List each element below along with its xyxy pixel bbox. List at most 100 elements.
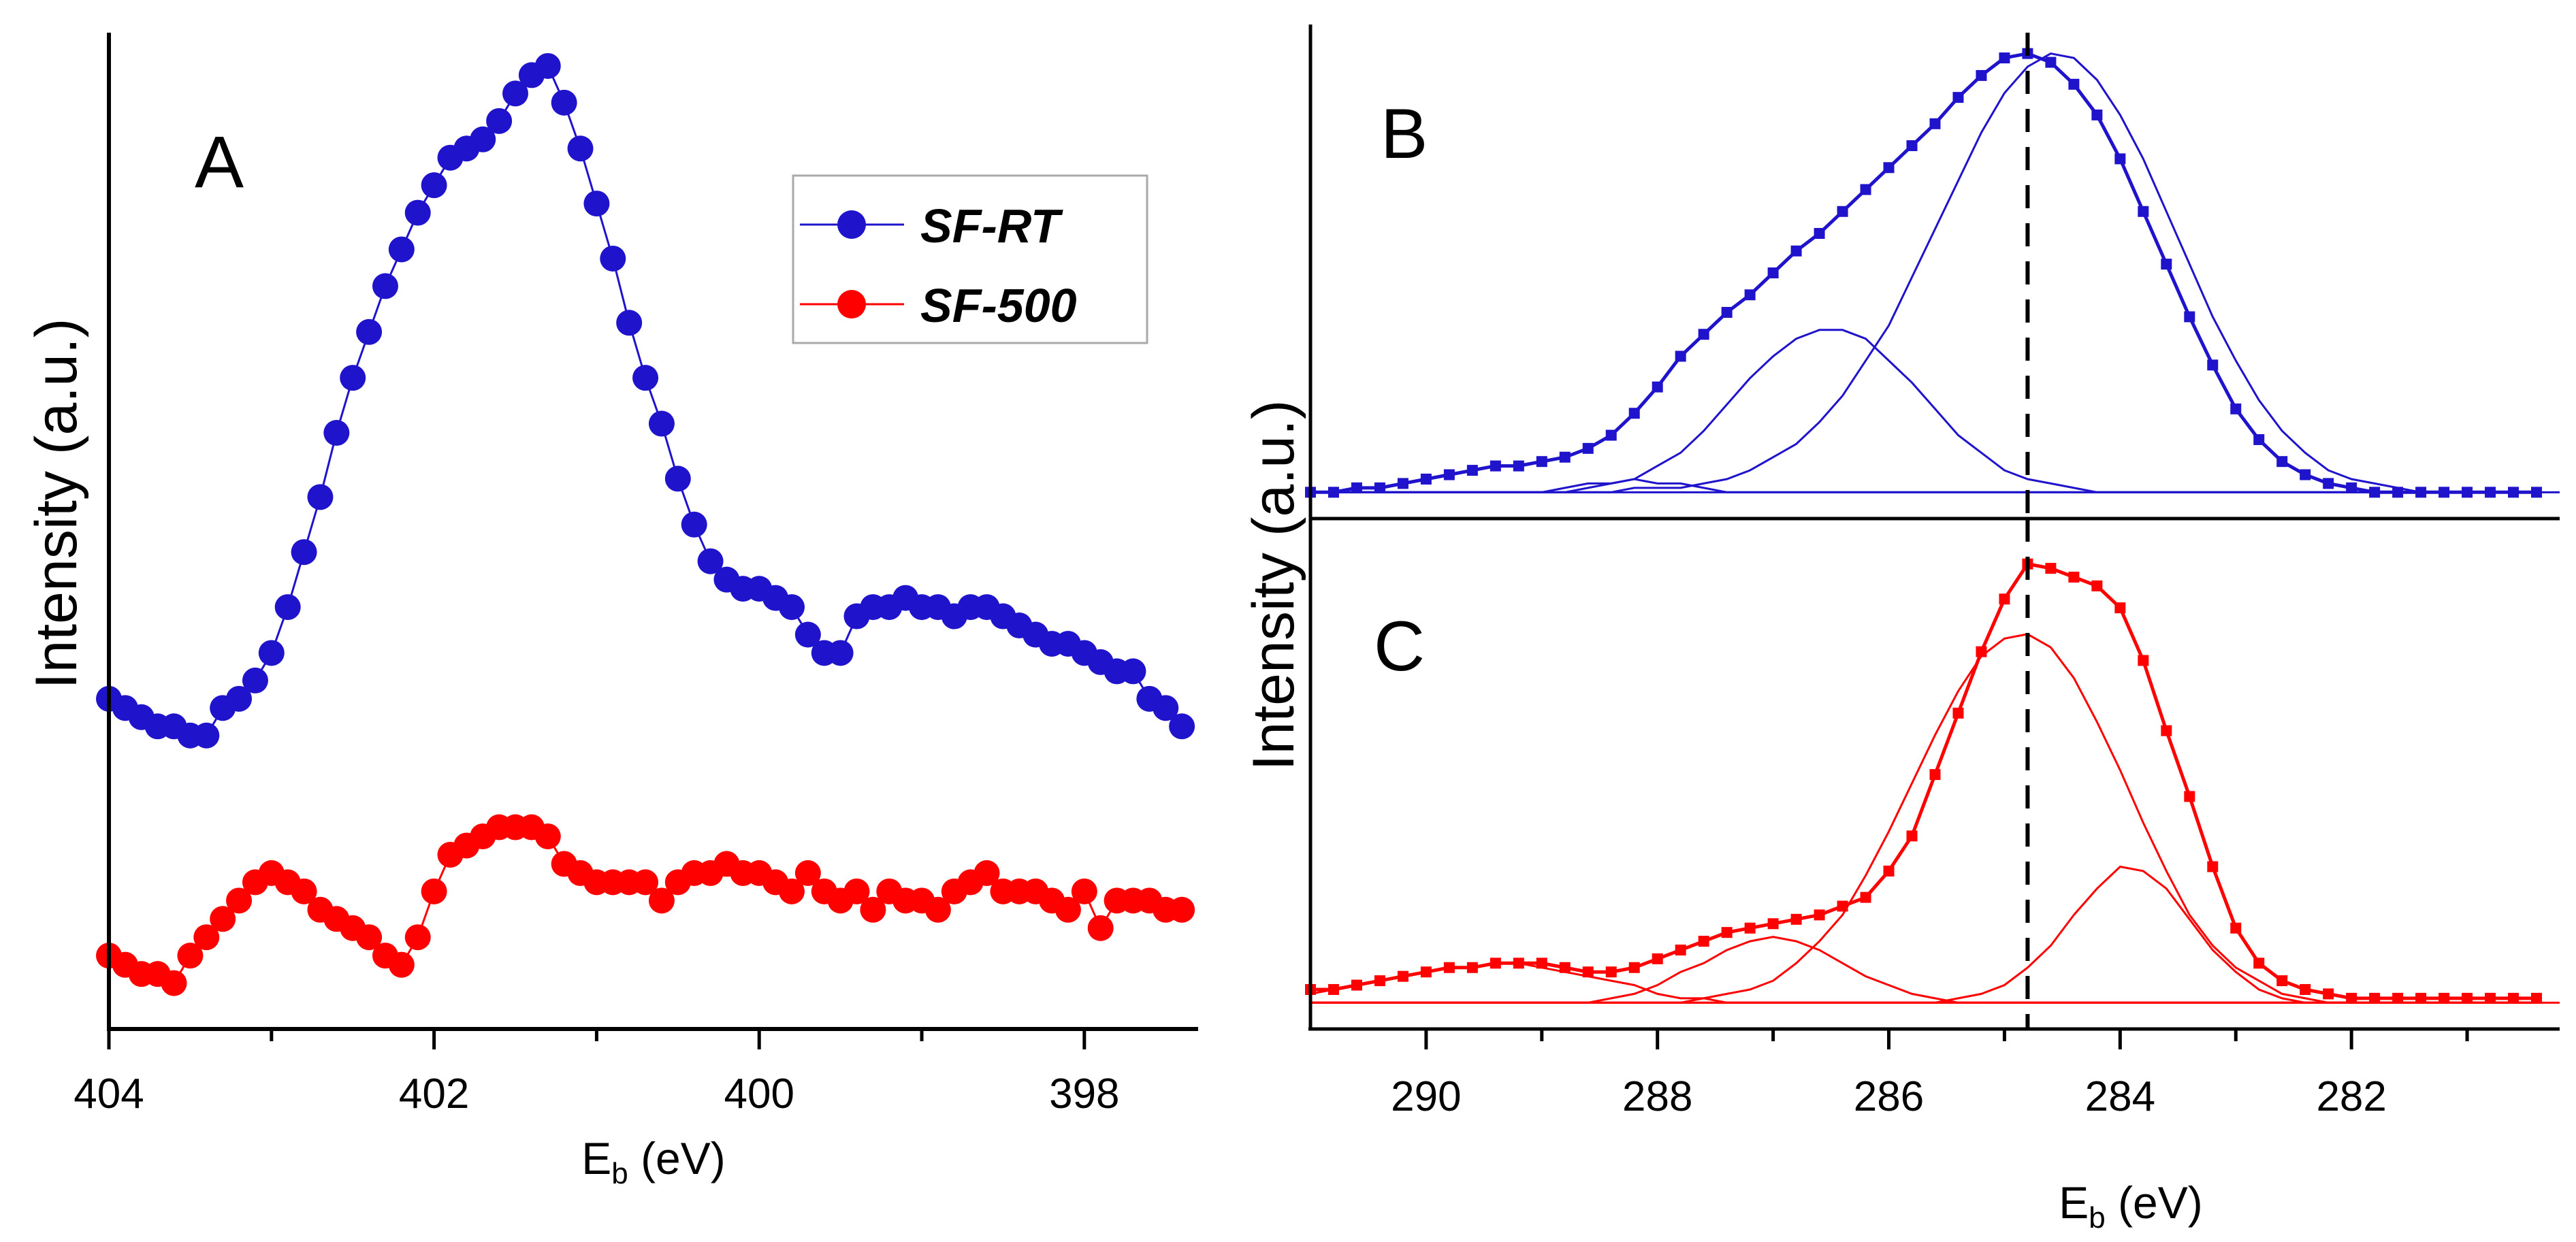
panel-a-point-sf-rt [1169,713,1195,740]
panel-a-point-sf-rt [421,172,447,199]
panel-c-tick-label: 290 [1391,1073,1461,1120]
panel-c-data-point [2138,655,2149,666]
panel-a-point-sf-rt [291,539,317,566]
panel-c-data-point [1721,927,1733,938]
panel-c-tick-label: 282 [2316,1073,2386,1120]
panel-b-data-point [1536,456,1547,468]
panel-b-y-label: Intensity (a.u.) [1241,400,1306,771]
legend-swatch-marker-sf-500 [837,290,866,318]
panel-a-point-sf-rt [258,640,285,666]
panel-c-data-point [2415,992,2427,1004]
panel-b-data-point [1976,69,1987,81]
panel-c-label: C [1374,607,1425,686]
panel-a-point-sf-rt [567,135,594,162]
panel-b-data-point [1675,350,1686,362]
panel-c-data-point [1814,909,1825,921]
panel-b-data-point [2138,206,2149,217]
panel-b-data-point [1513,460,1524,472]
panel-c-series [1305,558,2560,1004]
panel-c-data-point [2300,983,2311,995]
panel-a-point-sf-500 [161,970,187,996]
panel-a-point-sf-rt [1153,695,1179,721]
panel-c-data-point [1582,966,1594,978]
panel-a-tick-label: 404 [74,1071,144,1117]
panel-c-data-point [1559,962,1571,973]
panel-a-point-sf-rt [534,52,561,79]
panel-a-point-sf-500 [356,924,383,951]
panel-a-xticks: 404 402 400 398 [74,1029,1120,1117]
legend-item-sf-500: SF-500 [800,279,1077,332]
panel-c-data-point [1883,865,1895,877]
panel-b-data-point [1698,329,1709,340]
panel-c-data-point [2207,861,2219,872]
panel-a-point-sf-500 [1169,896,1195,923]
panel-a-label: A [195,120,244,203]
panel-c-data-point [2369,992,2381,1004]
panel-a-x-label-sub: b [611,1157,628,1190]
panel-c-data-point [2114,602,2126,614]
panel-a-point-sf-rt [242,667,268,693]
panel-c-data-point [1860,892,1871,903]
panel-a-series [96,52,1195,996]
panel-a-x-label-unit: (eV) [628,1133,726,1183]
panel-b-data-point [2300,469,2311,480]
panel-c-data-point [2091,580,2103,591]
panel-a-point-sf-500 [973,860,1000,886]
panel-c-data-point [1628,962,1640,973]
panel-b-data-point [1420,473,1432,485]
panel-c-x-label-main: E [2059,1177,2089,1228]
panel-a-point-sf-500 [924,896,951,923]
panel-c-x-label-unit: (eV) [2106,1177,2203,1228]
panel-a-tick-label: 400 [724,1071,794,1117]
panel-a-point-sf-500 [193,924,220,951]
panel-b-data-point [2161,259,2172,270]
panel-c-data-point [2392,992,2404,1004]
panel-a-legend: SF-RT SF-500 [792,174,1148,344]
panel-b-data-point [1999,52,2010,64]
panel-a-point-sf-rt [648,410,675,437]
panel-b-data-point [2114,153,2126,165]
panel-b-data-point [2230,403,2242,414]
panel-b-data-point [1767,267,1779,278]
legend-label-sf-rt: SF-RT [920,199,1063,252]
panel-a-point-sf-rt [340,365,366,391]
panel-a-tick-label: 398 [1049,1071,1119,1117]
panel-a-point-sf-rt [794,621,821,648]
panel-c-x-label: Eb (eV) [2059,1177,2203,1235]
panel-c-data-point [1744,922,1756,934]
panel-c-xticks: 290 288 286 284 282 [1391,1029,2469,1120]
panel-b-data-point [2045,56,2057,68]
panel-b-data-point [2276,456,2288,468]
panel-a-point-sf-500 [648,887,675,914]
panel-a-point-sf-500 [778,878,805,904]
panel-b: B Intensity (a.u.) [1241,24,2560,770]
panel-c-tick-label: 288 [1622,1073,1692,1120]
panel-c-data-point [1536,958,1547,969]
panel-b-data-point [2068,78,2080,90]
panel-b-data-point [1397,478,1408,489]
panel-b-series [1305,48,2560,498]
panel-b-data-point [1466,465,1478,476]
panel-c-data-point [2253,958,2265,969]
panel-b-data-point [2253,434,2265,445]
panel-c: 290 288 286 284 282 C Eb (eV) [1305,519,2560,1235]
panel-b-data-point [1790,245,1802,257]
panel-c-data-point [1790,913,1802,925]
panel-c-data-point [2346,992,2357,1004]
panel-a-point-sf-rt [307,484,334,510]
panel-a-point-sf-500 [404,924,431,951]
panel-b-data-point [1490,460,1501,472]
panel-c-data-point [2045,563,2057,574]
panel-c-data-point [1605,966,1617,978]
panel-a-point-sf-500 [388,951,415,978]
panel-a-point-sf-rt [404,199,431,226]
panel-a-point-sf-rt [664,465,691,492]
panel-c-data-point [1767,918,1779,930]
panel-a-point-sf-rt [323,420,350,446]
panel-b-data-point [2207,359,2219,371]
panel-a-point-sf-rt [827,640,854,666]
panel-a-point-sf-rt [632,365,659,391]
panel-a-point-sf-rt [226,685,253,712]
panel-a-point-sf-rt [502,80,529,107]
